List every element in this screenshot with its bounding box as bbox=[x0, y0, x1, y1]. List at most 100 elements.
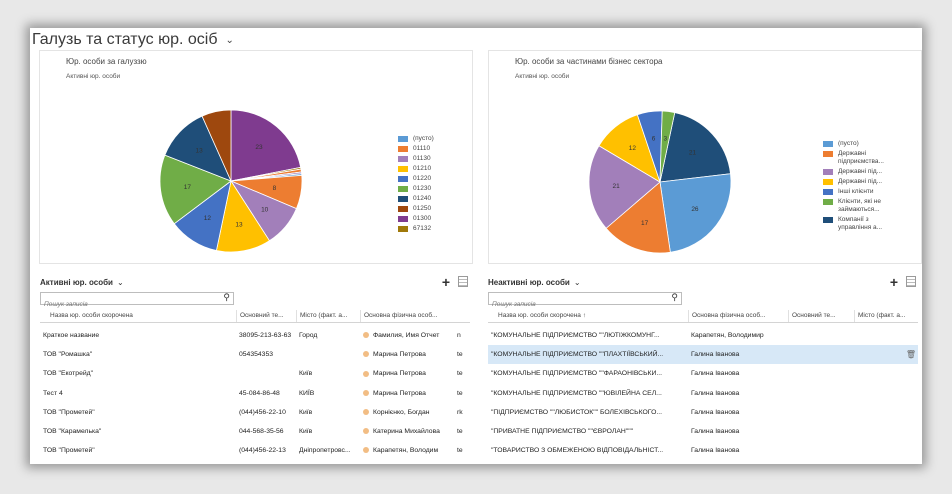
cell-name: Тест 4 bbox=[43, 389, 63, 397]
contact-avatar-icon bbox=[363, 332, 369, 339]
cell-contact: Корнієнко, Богдан bbox=[360, 403, 454, 422]
table-row[interactable]: ТОВ "Ромашка" 054354353 Марина Петрова te bbox=[40, 345, 470, 364]
slice-label: 26 bbox=[691, 206, 699, 213]
legend-label: Державні підприємства... bbox=[838, 150, 884, 165]
pie-slice[interactable] bbox=[159, 154, 232, 225]
slice-label: 17 bbox=[641, 220, 649, 227]
legend-swatch bbox=[823, 169, 833, 175]
table-row[interactable]: ТОВ "Прометей" (044)456-22-10 Київ Корнієнк… bbox=[40, 403, 470, 422]
cell-city: Київ bbox=[299, 370, 313, 378]
delete-icon[interactable]: 🗑 bbox=[905, 350, 916, 360]
add-icon[interactable]: + bbox=[889, 274, 898, 290]
cell-name: "КОМУНАЛЬНЕ ПІДПРИЄМСТВО ""ФАРАОНІВСЬКИ.… bbox=[491, 370, 663, 378]
pie-slice[interactable] bbox=[659, 110, 676, 183]
legend-item[interactable]: 01240 bbox=[398, 195, 468, 203]
table-row[interactable]: Краткое название 38095-213-63-63 Город Фами… bbox=[40, 326, 470, 345]
legend-label: 01300 bbox=[413, 215, 432, 222]
pie-slice[interactable] bbox=[201, 109, 232, 182]
table-row[interactable]: ТОВ "Екотрейд" Київ Марина Петрова te bbox=[40, 364, 470, 383]
contact-avatar-icon bbox=[363, 370, 369, 377]
column-header[interactable]: Основна фізична особ... bbox=[688, 310, 788, 322]
dashboard-frame: Галузь та статус юр. осіб ⌄ Юр. особи за… bbox=[30, 28, 922, 464]
pie-slice[interactable] bbox=[588, 145, 661, 229]
cell-extra: te bbox=[457, 447, 463, 455]
slice-label: 21 bbox=[689, 149, 697, 156]
legend-item[interactable]: 01210 bbox=[398, 165, 468, 173]
table-row[interactable]: "ТОВАРИСТВО З ОБМЕЖЕНОЮ ВІДПОВІДАЛЬНІСТ.… bbox=[488, 441, 918, 460]
pie-slice[interactable] bbox=[230, 109, 302, 182]
table-row[interactable]: "ПРИВАТНЕ ПІДПРИЄМСТВО ""ЄВРОЛАН""" Галин… bbox=[488, 422, 918, 441]
table-row[interactable]: "КОМУНАЛЬНЕ ПІДПРИЄМСТВО ""ФАРАОНІВСЬКИ.… bbox=[488, 364, 918, 383]
grid-title[interactable]: Активні юр. особи ⌄ bbox=[40, 278, 124, 287]
column-header[interactable]: Місто (факт. а... bbox=[854, 310, 918, 322]
search-box: ⚲ bbox=[488, 292, 682, 309]
legend-item[interactable]: (пусто) bbox=[398, 135, 468, 143]
table-row[interactable]: "КОМУНАЛЬНЕ ПІДПРИЄМСТВО ""ЛЮТІЖКОМУНГ..… bbox=[488, 326, 918, 345]
grid-view-icon[interactable] bbox=[906, 276, 916, 287]
legend-item[interactable]: 01250 bbox=[398, 205, 468, 213]
cell-extra: te bbox=[457, 351, 463, 359]
cell-phone: (044)456-22-10 bbox=[239, 408, 286, 416]
search-icon[interactable]: ⚲ bbox=[671, 292, 678, 302]
grid-header: Активні юр. особи ⌄ + bbox=[40, 274, 470, 290]
chevron-down-icon[interactable]: ⌄ bbox=[573, 278, 581, 287]
column-header[interactable]: Назва юр. особи скорочена bbox=[50, 312, 133, 319]
cell-contact: Карапетян, Володимир bbox=[691, 332, 764, 339]
legend-swatch bbox=[823, 199, 833, 205]
grid-rows: Краткое название 38095-213-63-63 Город Фами… bbox=[40, 326, 470, 460]
chart-business-sector: Юр. особи за частинами бізнес сектора Ак… bbox=[488, 50, 922, 264]
add-icon[interactable]: + bbox=[441, 274, 450, 290]
cell-name: ТОВ "Екотрейд" bbox=[43, 370, 94, 378]
legend-item[interactable]: 01220 bbox=[398, 175, 468, 183]
cell-contact: Марина Петрова bbox=[360, 364, 454, 383]
legend-label: (пусто) bbox=[838, 140, 859, 147]
legend-item[interactable]: 01130 bbox=[398, 155, 468, 163]
cell-name: ТОВ "Карамелька" bbox=[43, 427, 102, 435]
chevron-down-icon[interactable]: ⌄ bbox=[116, 278, 124, 287]
legend-swatch bbox=[398, 186, 408, 192]
legend-label: Державні під... bbox=[838, 178, 883, 185]
table-row[interactable]: Тест 4 45-084-86-48 КИЇВ Марина Петрова te bbox=[40, 384, 470, 403]
column-header[interactable]: Основний те... bbox=[236, 310, 296, 322]
table-row[interactable]: ТОВ "Прометей" (044)456-22-13 Дніпропетров… bbox=[40, 441, 470, 460]
legend-item[interactable]: 67132 bbox=[398, 225, 468, 233]
cell-name: "КОМУНАЛЬНЕ ПІДПРИЄМСТВО ""ЮВІЛЕЙНА СЕЛ.… bbox=[491, 389, 662, 397]
grid-title-text: Неактивні юр. особи bbox=[488, 278, 570, 287]
table-row[interactable]: "КОМУНАЛЬНЕ ПІДПРИЄМСТВО ""ПЛАХТІЇВСЬКИЙ… bbox=[488, 345, 918, 365]
cell-contact: Галина Іванова bbox=[691, 408, 740, 416]
cell-name: ТОВ "Ромашка" bbox=[43, 351, 93, 359]
chevron-down-icon[interactable]: ⌄ bbox=[225, 34, 234, 46]
cell-city: Київ bbox=[299, 408, 313, 416]
column-header[interactable]: Основний те... bbox=[788, 310, 854, 322]
legend-item[interactable]: 01300 bbox=[398, 215, 468, 223]
column-header[interactable]: Назва юр. особи скорочена ↑ bbox=[498, 312, 586, 319]
search-input[interactable] bbox=[489, 300, 662, 309]
table-row[interactable]: ТОВ "Карамелька" 044-568-35-56 Київ Катерин… bbox=[40, 422, 470, 441]
table-row[interactable]: "КОМУНАЛЬНЕ ПІДПРИЄМСТВО ""ЮВІЛЕЙНА СЕЛ.… bbox=[488, 384, 918, 403]
pie-slice[interactable] bbox=[659, 173, 732, 253]
legend-swatch bbox=[823, 217, 833, 223]
legend-item[interactable]: Державні під... bbox=[823, 168, 893, 176]
search-input[interactable] bbox=[41, 300, 214, 309]
grid-view-icon[interactable] bbox=[458, 276, 468, 287]
column-header[interactable]: Місто (факт. а... bbox=[296, 310, 360, 322]
table-row[interactable]: "ПІДПРИЄМСТВО ""ЛЮБИСТОК"" БОЛЕХІВСЬКОГО… bbox=[488, 403, 918, 422]
legend-item[interactable]: Компанії з управління а... bbox=[823, 216, 893, 232]
search-icon[interactable]: ⚲ bbox=[223, 292, 230, 302]
pie-slice[interactable] bbox=[605, 181, 671, 254]
pie-slice[interactable] bbox=[659, 112, 731, 183]
legend-item[interactable]: Державні підприємства... bbox=[823, 150, 893, 166]
legend-item[interactable]: Державні під... bbox=[823, 178, 893, 186]
legend-item[interactable]: Клієнти, які не займаються... bbox=[823, 198, 893, 214]
legend-item[interactable]: (пусто) bbox=[823, 140, 893, 148]
dashboard-title[interactable]: Галузь та статус юр. осіб ⌄ bbox=[32, 31, 234, 49]
cell-name: "КОМУНАЛЬНЕ ПІДПРИЄМСТВО ""ПЛАХТІЇВСЬКИЙ… bbox=[491, 351, 664, 359]
grid-title[interactable]: Неактивні юр. особи ⌄ bbox=[488, 278, 581, 287]
legend-item[interactable]: 01230 bbox=[398, 185, 468, 193]
pie-chart[interactable]: 23 8 10 13 12 17 13 bbox=[151, 101, 311, 261]
legend-item[interactable]: 01110 bbox=[398, 145, 468, 153]
legend-item[interactable]: Інші клієнти bbox=[823, 188, 893, 196]
chart-legend: (пусто) Державні підприємства... Державні … bbox=[823, 140, 893, 234]
column-header[interactable]: Основна фізична особ... bbox=[360, 310, 460, 322]
pie-chart[interactable]: 21 26 17 21 12 6 3 bbox=[580, 102, 740, 262]
